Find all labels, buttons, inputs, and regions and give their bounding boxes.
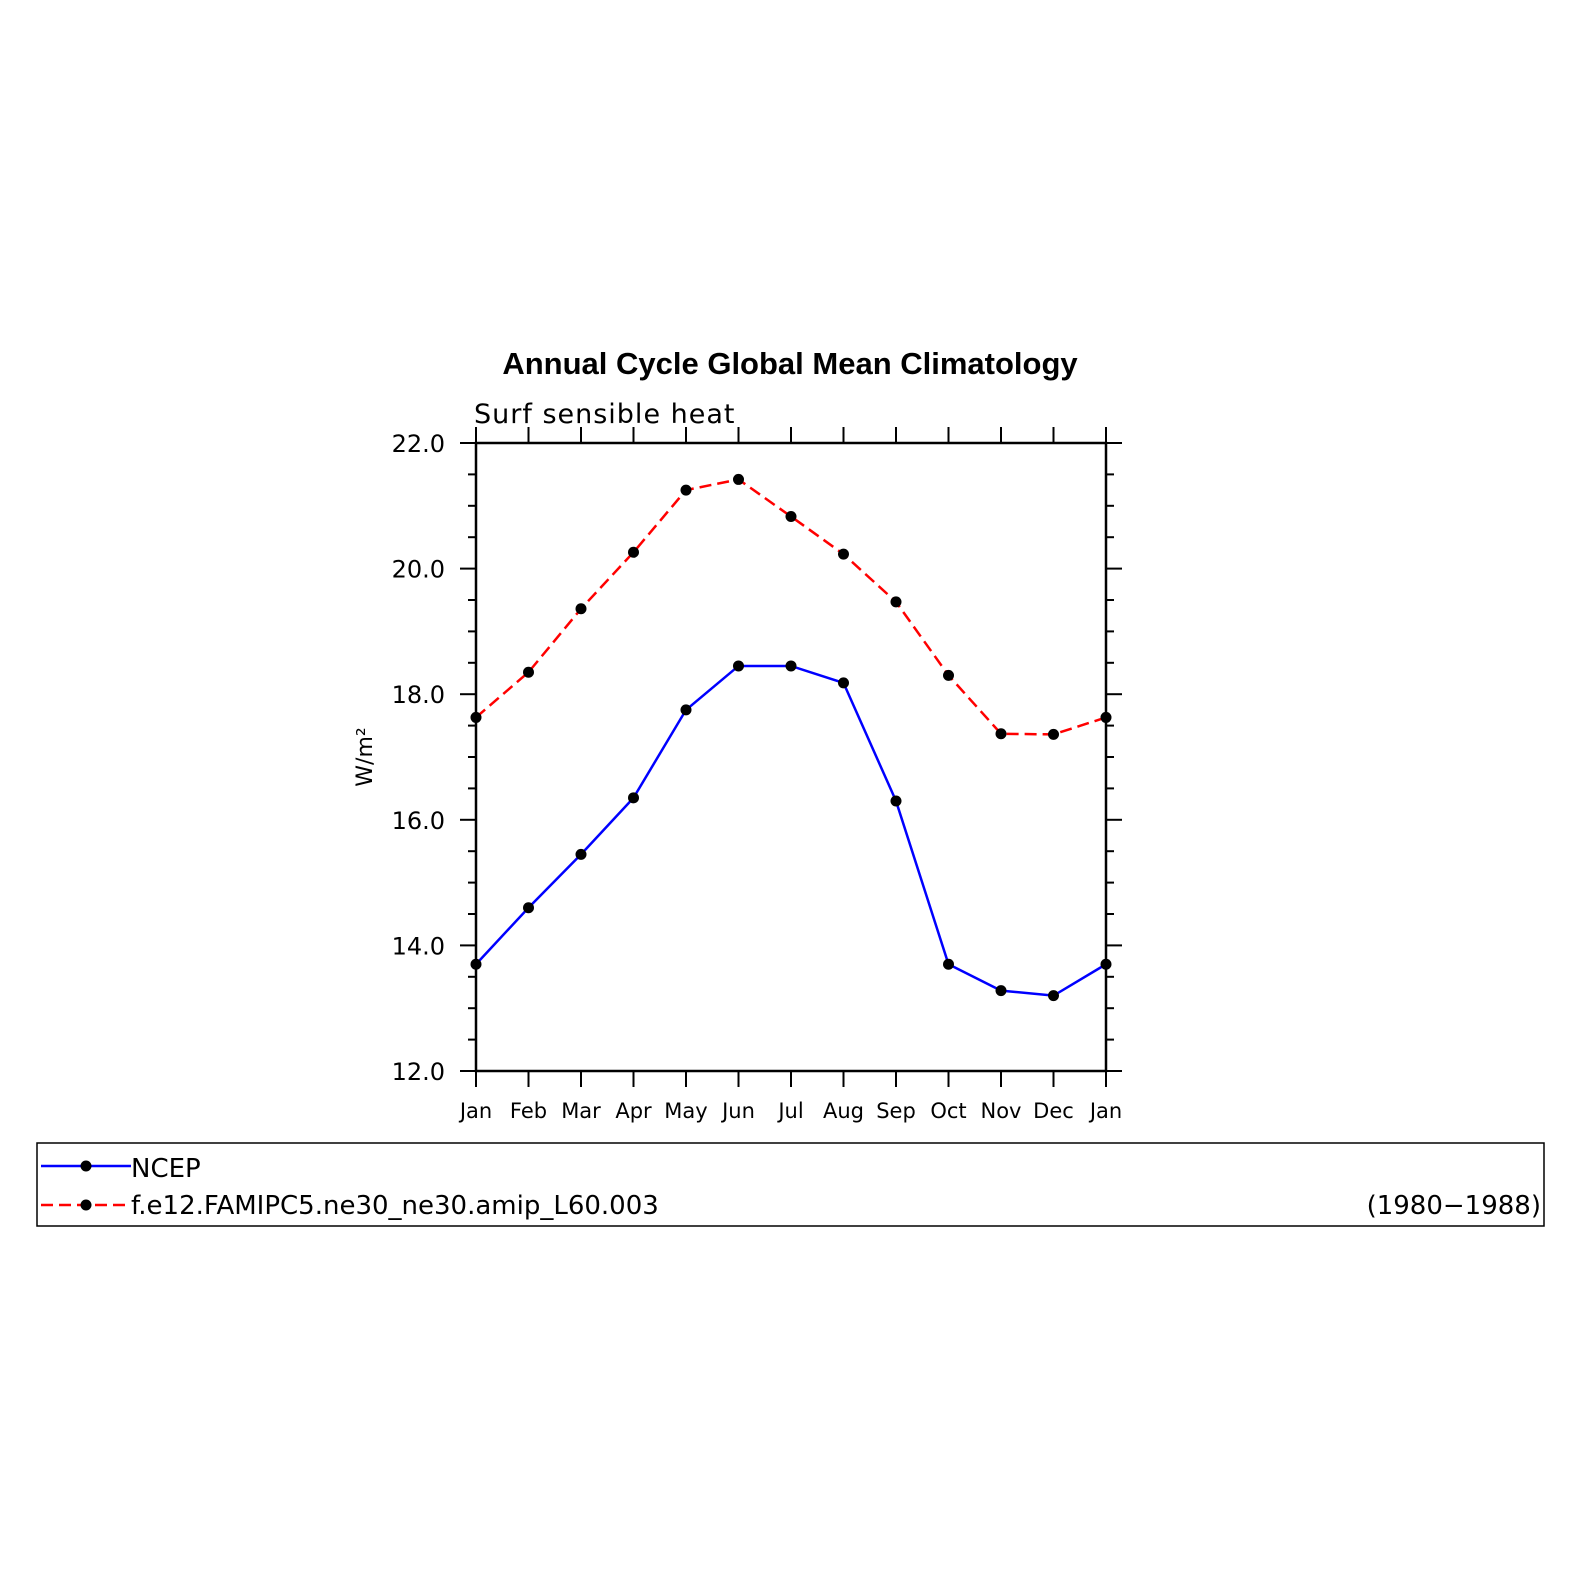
legend-box bbox=[36, 1142, 1545, 1227]
series-layer bbox=[470, 473, 1112, 1002]
legend-marker bbox=[80, 1199, 92, 1211]
x-tick-label: Jan bbox=[1088, 1099, 1122, 1123]
x-tick-label: Jun bbox=[720, 1099, 755, 1123]
data-point bbox=[523, 902, 534, 914]
data-point bbox=[1048, 990, 1059, 1002]
data-point bbox=[1048, 728, 1059, 740]
data-point bbox=[733, 660, 744, 672]
x-tick-label: Feb bbox=[510, 1099, 547, 1123]
y-tick-label: 14.0 bbox=[392, 932, 445, 960]
legend-marker bbox=[80, 1160, 92, 1172]
legend-label-model: f.e12.FAMIPC5.ne30_ne30.amip_L60.003 bbox=[131, 1191, 659, 1221]
x-tick-label: Apr bbox=[615, 1099, 652, 1123]
x-tick-label: Dec bbox=[1033, 1099, 1074, 1123]
data-point bbox=[995, 728, 1007, 740]
data-point bbox=[890, 795, 902, 807]
data-point bbox=[1100, 711, 1112, 723]
data-point bbox=[628, 792, 639, 804]
legend: NCEP f.e12.FAMIPC5.ne30_ne30.amip_L60.00… bbox=[36, 1142, 1545, 1227]
data-point bbox=[785, 510, 797, 522]
plot-frame bbox=[474, 441, 1108, 1073]
x-tick-label: Mar bbox=[561, 1099, 601, 1123]
data-point bbox=[470, 958, 482, 970]
y-tick-label: 16.0 bbox=[392, 807, 445, 835]
x-tick-label: Aug bbox=[823, 1099, 864, 1123]
data-point bbox=[785, 660, 797, 672]
data-point bbox=[628, 546, 639, 558]
x-tick-label: Jul bbox=[776, 1099, 803, 1123]
data-point bbox=[523, 666, 534, 678]
series-ncep bbox=[470, 660, 1112, 1002]
data-point bbox=[995, 985, 1007, 997]
y-tick-label: 22.0 bbox=[392, 430, 445, 458]
x-tick-label: Nov bbox=[981, 1099, 1022, 1123]
legend-period-annotation: (1980−1988) bbox=[1367, 1191, 1541, 1221]
y-tick-label: 20.0 bbox=[392, 556, 445, 584]
x-tick-label: May bbox=[664, 1099, 707, 1123]
data-point bbox=[943, 669, 954, 681]
data-point bbox=[733, 473, 744, 485]
data-point bbox=[575, 848, 587, 860]
axes: 12.0 14.0 16.0 18.0 20.0 22.0 Jan Feb Mar Apr May J… bbox=[392, 427, 1122, 1123]
data-point bbox=[470, 711, 482, 723]
series-model bbox=[470, 473, 1112, 740]
data-point bbox=[680, 484, 692, 496]
x-tick-label: Jan bbox=[458, 1099, 492, 1123]
chart-title: Annual Cycle Global Mean Climatology bbox=[502, 346, 1078, 381]
data-point bbox=[943, 958, 954, 970]
data-point bbox=[838, 548, 849, 560]
data-point bbox=[575, 603, 587, 615]
data-point bbox=[1100, 958, 1112, 970]
y-axis-label: W/m² bbox=[353, 727, 378, 786]
chart-subtitle: Surf sensible heat bbox=[474, 399, 736, 430]
legend-label-ncep: NCEP bbox=[131, 1154, 201, 1184]
y-tick-label: 12.0 bbox=[392, 1058, 445, 1086]
y-tick-label: 18.0 bbox=[392, 681, 445, 709]
data-point bbox=[838, 677, 849, 689]
series-line bbox=[475, 664, 1107, 997]
data-point bbox=[680, 704, 692, 716]
x-tick-label: Oct bbox=[930, 1099, 966, 1123]
data-point bbox=[890, 596, 902, 608]
x-tick-label: Sep bbox=[876, 1099, 916, 1123]
